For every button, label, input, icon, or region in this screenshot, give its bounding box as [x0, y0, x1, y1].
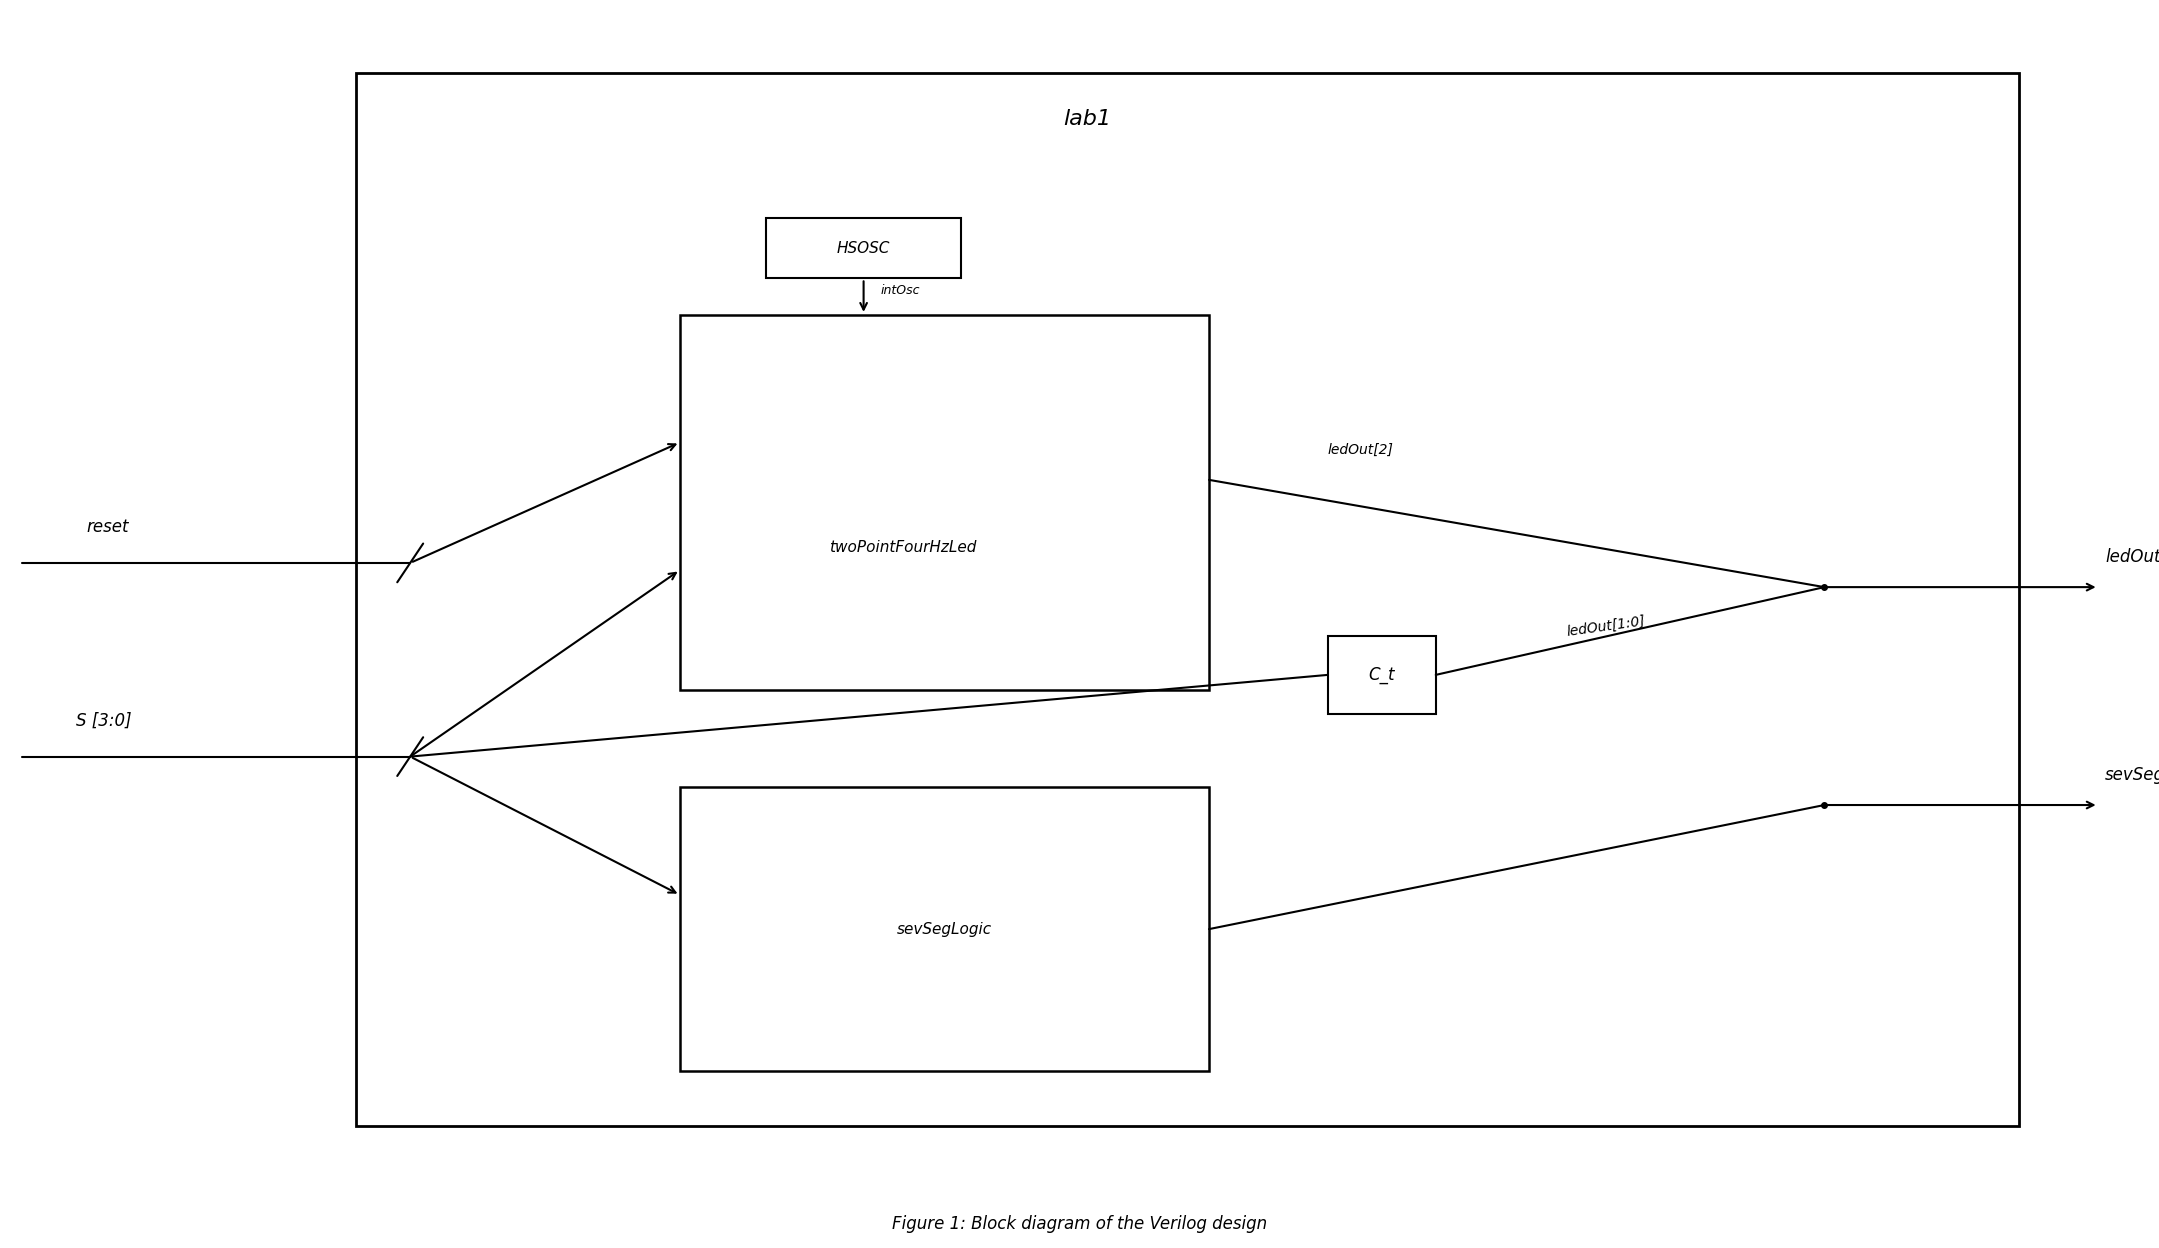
- Bar: [356, 72, 2019, 1126]
- Text: intOsc: intOsc: [881, 285, 920, 297]
- Text: sevSegLogic: sevSegLogic: [896, 921, 993, 936]
- Text: sevSegOut[6:0]: sevSegOut[6:0]: [2105, 766, 2159, 784]
- Text: ledOut[2:0]: ledOut[2:0]: [2105, 548, 2159, 565]
- Text: twoPointFourHzLed: twoPointFourHzLed: [829, 540, 976, 555]
- Text: C_t: C_t: [1369, 666, 1395, 684]
- Text: HSOSC: HSOSC: [838, 241, 890, 256]
- Bar: [766, 218, 961, 278]
- Text: S [3:0]: S [3:0]: [76, 711, 132, 729]
- Text: reset: reset: [86, 518, 130, 535]
- Text: lab1: lab1: [1064, 109, 1112, 129]
- Text: Figure 1: Block diagram of the Verilog design: Figure 1: Block diagram of the Verilog d…: [892, 1216, 1267, 1233]
- Text: ledOut[2]: ledOut[2]: [1328, 443, 1395, 457]
- Bar: [680, 787, 1209, 1071]
- Text: ledOut[1:0]: ledOut[1:0]: [1565, 614, 1645, 639]
- Bar: [1328, 635, 1436, 714]
- Bar: [680, 314, 1209, 690]
